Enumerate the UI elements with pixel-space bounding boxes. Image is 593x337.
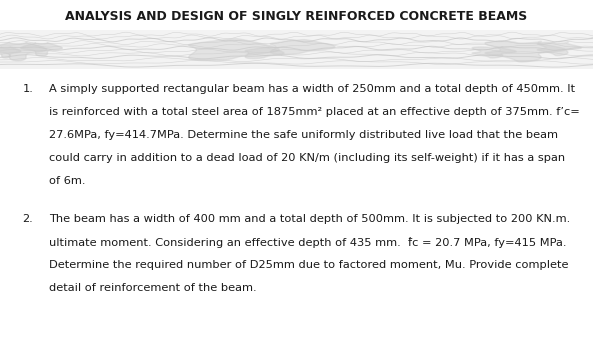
Polygon shape	[270, 40, 335, 54]
Polygon shape	[472, 47, 516, 58]
Text: detail of reinforcement of the beam.: detail of reinforcement of the beam.	[49, 283, 256, 293]
Text: A simply supported rectangular beam has a width of 250mm and a total depth of 45: A simply supported rectangular beam has …	[49, 84, 575, 94]
Text: The beam has a width of 400 mm and a total depth of 500mm. It is subjected to 20: The beam has a width of 400 mm and a tot…	[49, 214, 570, 224]
Text: 1.: 1.	[23, 84, 33, 94]
Polygon shape	[485, 41, 566, 62]
Polygon shape	[537, 42, 581, 56]
Text: ANALYSIS AND DESIGN OF SINGLY REINFORCED CONCRETE BEAMS: ANALYSIS AND DESIGN OF SINGLY REINFORCED…	[65, 10, 528, 23]
Polygon shape	[0, 47, 21, 58]
Polygon shape	[21, 43, 62, 56]
Text: 2.: 2.	[23, 214, 33, 224]
Text: of 6m.: of 6m.	[49, 176, 85, 186]
Text: 27.6MPa, fy=414.7MPa. Determine the safe uniformly distributed live load that th: 27.6MPa, fy=414.7MPa. Determine the safe…	[49, 130, 557, 140]
Text: is reinforced with a total steel area of 1875mm² placed at an effective depth of: is reinforced with a total steel area of…	[49, 107, 579, 117]
Text: could carry in addition to a dead load of 20 KN/m (including its self-weight) if: could carry in addition to a dead load o…	[49, 153, 565, 163]
Polygon shape	[0, 42, 47, 61]
Polygon shape	[245, 48, 284, 59]
Polygon shape	[189, 39, 279, 61]
Text: ultimate moment. Considering an effective depth of 435 mm.  f́c = 20.7 MPa, fy=4: ultimate moment. Considering an effectiv…	[49, 237, 566, 248]
Text: Determine the required number of D25mm due to factored moment, Mu. Provide compl: Determine the required number of D25mm d…	[49, 260, 568, 270]
Bar	[0, 30, 593, 69]
